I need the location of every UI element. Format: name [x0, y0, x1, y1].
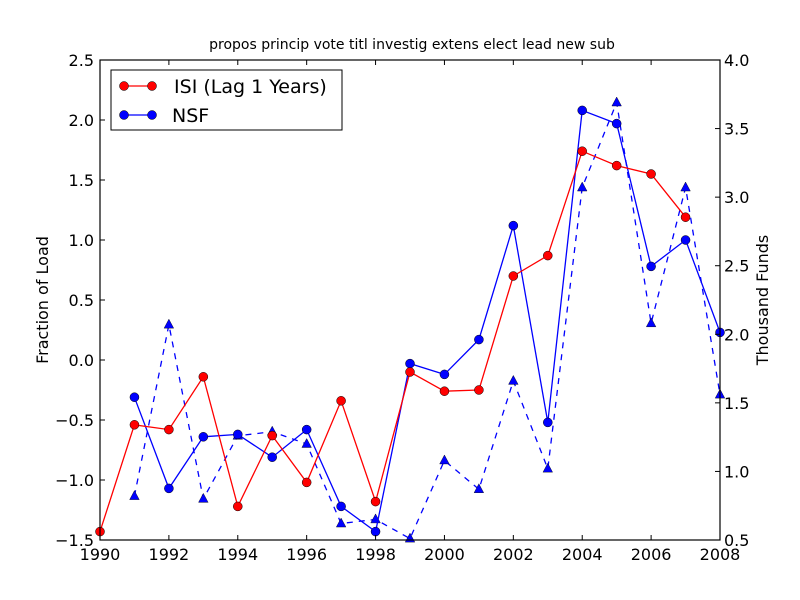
y-tick-label-left: 0.5: [69, 291, 94, 310]
data-point-isi-lag-1-years: [508, 271, 519, 281]
data-point-isi-lag-1-years: [439, 386, 450, 396]
x-tick-label: 2002: [493, 545, 534, 564]
x-tick-label: 1992: [149, 545, 190, 564]
legend: ISI (Lag 1 Years) NSF: [110, 69, 343, 131]
data-point-thousand-funds: [508, 374, 519, 385]
y-tick-label-left: −1.0: [55, 471, 94, 490]
data-point-nsf: [680, 235, 691, 245]
y-tick-label-left: 0.0: [69, 351, 94, 370]
y-axis-label-right: Thousand Funds: [753, 235, 772, 366]
series-isi-lag-1-years: [95, 146, 691, 537]
x-tick-label: 2004: [562, 545, 603, 564]
legend-label-nsf: NSF: [172, 105, 209, 127]
data-point-nsf: [129, 392, 140, 402]
data-point-isi-lag-1-years: [680, 212, 691, 222]
data-point-isi-lag-1-years: [646, 169, 656, 179]
y-tick-label-left: 2.0: [69, 111, 94, 130]
y-tick-label-right: 2.0: [724, 325, 749, 344]
y-tick-label-right: 1.0: [724, 462, 749, 481]
legend-item-isi: ISI (Lag 1 Years): [119, 76, 327, 98]
data-point-thousand-funds: [129, 490, 140, 500]
data-point-nsf: [405, 358, 415, 369]
data-point-nsf: [233, 429, 243, 440]
data-point-isi-lag-1-years: [164, 424, 174, 435]
data-point-thousand-funds: [473, 483, 485, 493]
data-point-nsf: [577, 105, 587, 116]
data-point-nsf: [611, 118, 622, 129]
y-tick-label-right: 0.5: [724, 531, 749, 550]
data-point-isi-lag-1-years: [474, 385, 484, 395]
legend-marker-nsf: [147, 110, 157, 120]
y-tick-label-right: 2.5: [724, 257, 749, 276]
plot-frame: [99, 59, 721, 541]
data-point-isi-lag-1-years: [267, 430, 277, 441]
data-point-nsf: [267, 452, 277, 462]
legend-label-isi: ISI (Lag 1 Years): [168, 76, 327, 98]
data-point-isi-lag-1-years: [198, 372, 209, 382]
legend-marker-isi: [119, 81, 129, 91]
data-point-isi-lag-1-years: [370, 496, 381, 507]
series-layer: [95, 96, 726, 543]
data-point-isi-lag-1-years: [336, 396, 346, 406]
data-point-nsf: [336, 501, 346, 512]
data-point-thousand-funds: [439, 454, 450, 465]
data-point-isi-lag-1-years: [611, 160, 622, 171]
x-tick-label: 2008: [700, 545, 741, 564]
data-point-thousand-funds: [542, 462, 553, 473]
legend-item-nsf: NSF: [119, 105, 209, 127]
data-point-nsf: [301, 424, 312, 435]
data-point-thousand-funds: [645, 317, 657, 328]
chart-title: propos princip vote titl investig extens…: [209, 37, 615, 53]
data-point-thousand-funds: [198, 492, 209, 503]
legend-marker-isi: [147, 81, 157, 91]
ticks-layer: 1990 1992 1994 1996 1998 2000 2002 2004 2006 2008…: [55, 51, 749, 564]
legend-box: [110, 69, 343, 131]
data-point-nsf: [439, 369, 450, 380]
data-point-nsf: [164, 483, 174, 494]
data-point-thousand-funds: [577, 181, 588, 192]
y-tick-label-left: 2.5: [69, 51, 94, 70]
series-line-thousand-funds: [133, 100, 721, 540]
data-point-nsf: [370, 526, 381, 537]
data-point-thousand-funds: [680, 181, 691, 192]
y-axis-label-left: Fraction of Load: [33, 236, 52, 364]
series-line-isi-lag-1-years: [99, 150, 687, 532]
data-point-thousand-funds: [335, 517, 347, 528]
data-point-nsf: [474, 334, 484, 345]
y-tick-label-left: 1.5: [69, 171, 94, 190]
y-tick-label-right: 4.0: [724, 51, 749, 70]
data-point-isi-lag-1-years: [301, 477, 312, 488]
x-tick-label: 2006: [631, 545, 672, 564]
x-tick-label: 1990: [80, 545, 121, 564]
y-tick-label-left: −1.5: [55, 531, 94, 550]
data-point-thousand-funds: [404, 532, 416, 543]
x-tick-label: 1998: [355, 545, 396, 564]
x-tick-label: 1996: [286, 545, 327, 564]
data-point-thousand-funds: [301, 438, 312, 448]
data-point-nsf: [646, 261, 656, 272]
y-tick-label-right: 3.5: [724, 120, 749, 139]
data-point-nsf: [508, 220, 519, 231]
data-point-isi-lag-1-years: [577, 146, 587, 156]
data-point-thousand-funds: [611, 96, 622, 107]
series-thousand-funds: [129, 96, 726, 543]
x-tick-label: 2000: [424, 545, 465, 564]
y-tick-label-right: 3.0: [724, 188, 749, 207]
data-point-thousand-funds: [163, 318, 175, 329]
y-tick-label-left: −0.5: [55, 411, 94, 430]
y-tick-label-left: 1.0: [69, 231, 94, 250]
series-nsf: [129, 105, 725, 537]
data-point-isi-lag-1-years: [543, 250, 553, 261]
data-point-isi-lag-1-years: [233, 501, 243, 512]
legend-marker-nsf: [119, 110, 129, 120]
series-line-nsf: [133, 109, 721, 533]
data-point-nsf: [543, 417, 553, 428]
data-point-nsf: [198, 432, 209, 442]
data-point-isi-lag-1-years: [405, 367, 415, 377]
y-tick-label-right: 1.5: [724, 394, 749, 413]
x-tick-label: 1994: [217, 545, 258, 564]
data-point-isi-lag-1-years: [129, 420, 140, 430]
